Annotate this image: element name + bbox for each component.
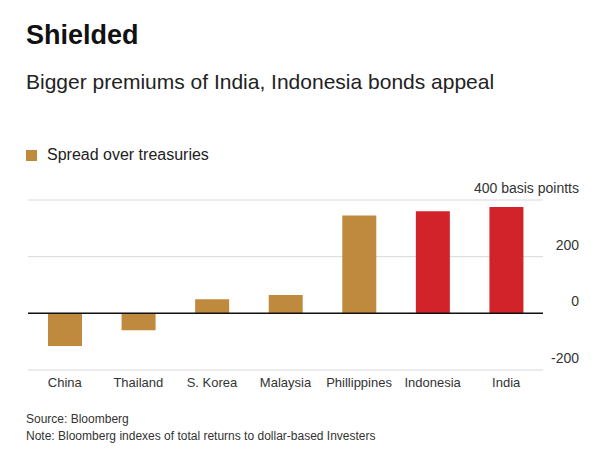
html-text:Bigger premiums of India, Indo: Bigger premiums of India, Indonesia bond…: [26, 70, 495, 93]
svg-text:0: 0: [571, 293, 579, 309]
svg-text:Indonesia: Indonesia: [404, 375, 461, 390]
svg-text:China: China: [48, 375, 83, 390]
svg-text:400 basis pointts: 400 basis pointts: [474, 180, 579, 196]
svg-text:Thailand: Thailand: [113, 375, 163, 390]
html-text:Note: Bloomberg indexes of tot: Note: Bloomberg indexes of total returns…: [26, 429, 376, 443]
html-text:Shielded: Shielded: [26, 20, 139, 50]
html-text:Source: Bloomberg: Source: Bloomberg: [26, 412, 129, 426]
svg-text:Phillippines: Phillippines: [326, 375, 392, 390]
svg-text:200: 200: [556, 237, 580, 253]
svg-text:India: India: [492, 375, 521, 390]
html-text:Spread over treasuries: Spread over treasuries: [47, 146, 209, 163]
svg-text:Malaysia: Malaysia: [260, 375, 312, 390]
svg-text:-200: -200: [551, 350, 579, 366]
svg-text:S. Korea: S. Korea: [187, 375, 238, 390]
